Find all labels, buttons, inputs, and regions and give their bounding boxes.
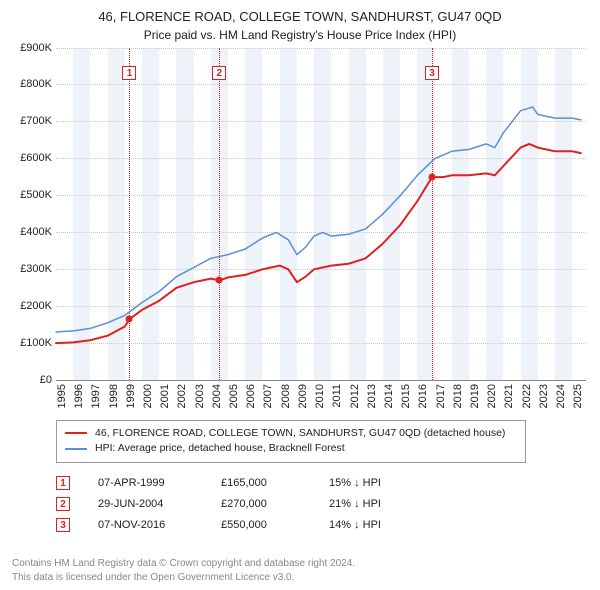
sale-marker: 1 xyxy=(122,66,136,80)
x-axis-label: 2011 xyxy=(331,384,343,424)
x-axis-label: 2024 xyxy=(555,384,567,424)
attribution: Contains HM Land Registry data © Crown c… xyxy=(12,557,355,584)
legend-label-hpi: HPI: Average price, detached house, Brac… xyxy=(95,441,345,457)
y-axis-label: £600K xyxy=(12,152,52,164)
x-axis-label: 2018 xyxy=(452,384,464,424)
chart-title: 46, FLORENCE ROAD, COLLEGE TOWN, SANDHUR… xyxy=(12,8,588,26)
attribution-line: Contains HM Land Registry data © Crown c… xyxy=(12,557,355,571)
x-axis-label: 2005 xyxy=(228,384,240,424)
y-axis-label: £0 xyxy=(12,374,52,386)
chart-container: 46, FLORENCE ROAD, COLLEGE TOWN, SANDHUR… xyxy=(0,0,600,590)
sale-date: 07-NOV-2016 xyxy=(98,515,193,536)
sale-dot xyxy=(428,173,435,180)
legend-swatch-hpi xyxy=(65,448,87,450)
y-axis-label: £900K xyxy=(12,42,52,54)
x-axis-label: 2002 xyxy=(176,384,188,424)
y-axis-label: £100K xyxy=(12,337,52,349)
sale-marker-icon: 2 xyxy=(56,497,70,511)
table-row: 2 29-JUN-2004 £270,000 21% ↓ HPI xyxy=(56,494,588,515)
plot-area: 1 2 3 xyxy=(56,48,586,381)
series-property xyxy=(56,143,581,342)
x-axis-label: 2012 xyxy=(349,384,361,424)
legend: 46, FLORENCE ROAD, COLLEGE TOWN, SANDHUR… xyxy=(56,420,526,464)
legend-item-property: 46, FLORENCE ROAD, COLLEGE TOWN, SANDHUR… xyxy=(65,426,517,442)
x-axis-label: 2013 xyxy=(366,384,378,424)
x-axis-label: 2006 xyxy=(245,384,257,424)
sale-marker: 3 xyxy=(425,66,439,80)
sale-marker-icon: 3 xyxy=(56,518,70,532)
sale-date: 07-APR-1999 xyxy=(98,473,193,494)
x-axis-label: 2021 xyxy=(503,384,515,424)
x-axis-label: 2003 xyxy=(194,384,206,424)
sales-table: 1 07-APR-1999 £165,000 15% ↓ HPI 2 29-JU… xyxy=(56,473,588,536)
line-layer xyxy=(56,48,586,380)
sale-price: £550,000 xyxy=(221,515,301,536)
x-axis-label: 1995 xyxy=(56,384,68,424)
sale-vs-hpi: 21% ↓ HPI xyxy=(329,494,419,515)
x-axis-label: 2008 xyxy=(280,384,292,424)
sale-marker: 2 xyxy=(212,66,226,80)
y-axis-label: £300K xyxy=(12,263,52,275)
x-axis-label: 2001 xyxy=(159,384,171,424)
chart-box: 1 2 3 £0 £100K £200K £300K £400K £500K £600K £700… xyxy=(12,48,588,408)
x-axis-label: 2025 xyxy=(572,384,584,424)
x-axis-label: 2023 xyxy=(538,384,550,424)
y-axis-label: £400K xyxy=(12,226,52,238)
x-axis-label: 2010 xyxy=(314,384,326,424)
sale-price: £165,000 xyxy=(221,473,301,494)
sale-marker-icon: 1 xyxy=(56,476,70,490)
legend-label-property: 46, FLORENCE ROAD, COLLEGE TOWN, SANDHUR… xyxy=(95,426,505,442)
x-axis-label: 2014 xyxy=(383,384,395,424)
sale-date: 29-JUN-2004 xyxy=(98,494,193,515)
x-axis-label: 2015 xyxy=(400,384,412,424)
x-axis-label: 2017 xyxy=(435,384,447,424)
chart-subtitle: Price paid vs. HM Land Registry's House … xyxy=(12,28,588,42)
y-axis-label: £500K xyxy=(12,189,52,201)
sale-price: £270,000 xyxy=(221,494,301,515)
legend-item-hpi: HPI: Average price, detached house, Brac… xyxy=(65,441,517,457)
x-axis-label: 1998 xyxy=(108,384,120,424)
x-axis-label: 2020 xyxy=(486,384,498,424)
table-row: 1 07-APR-1999 £165,000 15% ↓ HPI xyxy=(56,473,588,494)
x-axis-label: 1996 xyxy=(73,384,85,424)
x-axis-label: 2004 xyxy=(211,384,223,424)
y-axis-label: £700K xyxy=(12,115,52,127)
sale-vs-hpi: 15% ↓ HPI xyxy=(329,473,419,494)
legend-swatch-property xyxy=(65,432,87,434)
sale-dot xyxy=(216,276,223,283)
x-axis-label: 1999 xyxy=(125,384,137,424)
y-axis-label: £200K xyxy=(12,300,52,312)
series-hpi xyxy=(56,107,581,332)
x-axis-label: 2019 xyxy=(469,384,481,424)
x-axis-label: 2022 xyxy=(521,384,533,424)
y-axis-label: £800K xyxy=(12,78,52,90)
x-axis-label: 2009 xyxy=(297,384,309,424)
table-row: 3 07-NOV-2016 £550,000 14% ↓ HPI xyxy=(56,515,588,536)
sale-dot xyxy=(126,315,133,322)
x-axis-label: 2000 xyxy=(142,384,154,424)
attribution-line: This data is licensed under the Open Gov… xyxy=(12,571,355,585)
sale-vs-hpi: 14% ↓ HPI xyxy=(329,515,419,536)
x-axis-label: 1997 xyxy=(90,384,102,424)
x-axis-label: 2007 xyxy=(262,384,274,424)
x-axis-label: 2016 xyxy=(417,384,429,424)
